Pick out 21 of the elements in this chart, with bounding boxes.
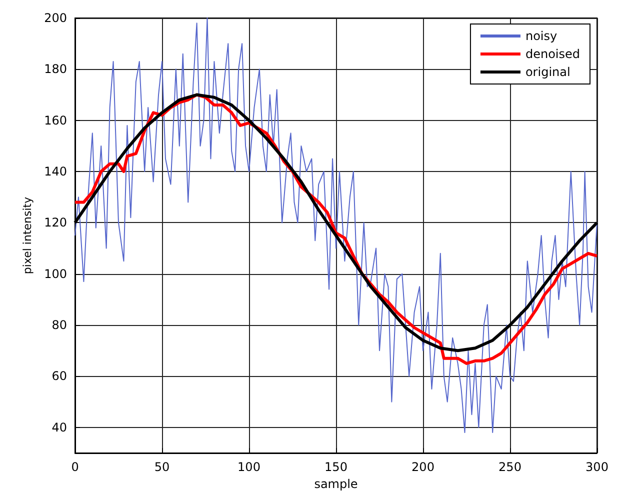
y-axis-title: pixel intensity bbox=[21, 196, 34, 274]
x-tick-label: 250 bbox=[498, 460, 522, 474]
legend-label: noisy bbox=[525, 29, 558, 43]
legend-label: denoised bbox=[525, 47, 580, 61]
x-tick-label: 150 bbox=[324, 460, 348, 474]
x-tick-label: 300 bbox=[586, 460, 608, 474]
y-tick-label: 160 bbox=[44, 113, 67, 128]
legend-label: original bbox=[525, 65, 570, 79]
y-tick-label: 40 bbox=[52, 420, 67, 434]
x-tick-label: 100 bbox=[238, 460, 260, 474]
x-axis-title: sample bbox=[314, 476, 358, 491]
y-tick-label: 80 bbox=[52, 318, 67, 332]
y-tick-label: 60 bbox=[52, 369, 67, 384]
y-tick-label: 100 bbox=[44, 266, 67, 281]
y-tick-label: 200 bbox=[44, 11, 67, 25]
y-tick-label: 120 bbox=[44, 216, 67, 230]
y-tick-label: 140 bbox=[44, 164, 67, 179]
x-tick-label: 0 bbox=[71, 460, 79, 474]
x-tick-label: 50 bbox=[154, 460, 170, 474]
y-tick-label: 180 bbox=[44, 62, 67, 76]
x-tick-label: 200 bbox=[412, 460, 434, 474]
